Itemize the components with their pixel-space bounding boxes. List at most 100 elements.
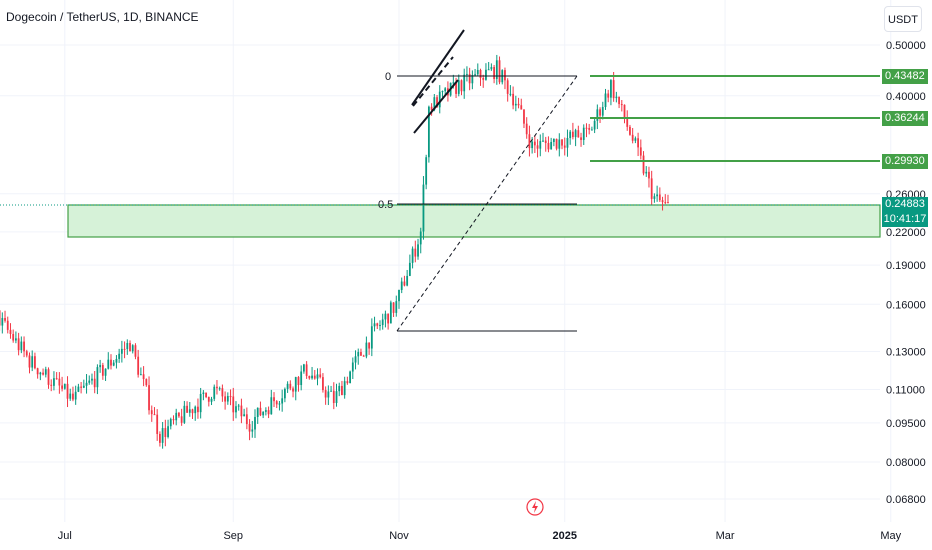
candle-body [387, 313, 390, 324]
candle-body [137, 356, 140, 375]
flash-icon[interactable] [526, 498, 544, 516]
candle-body [620, 104, 623, 106]
candle-body [101, 365, 104, 376]
candle-body [115, 358, 118, 363]
candle-body [514, 103, 517, 106]
candle-body [580, 137, 582, 140]
candle-body [341, 385, 343, 396]
x-tick-label: Jul [58, 530, 72, 542]
candle-body [118, 353, 121, 359]
candle-body [278, 403, 281, 405]
candle-body [256, 407, 259, 417]
candle-body [441, 91, 444, 93]
candle-body [520, 105, 523, 110]
candle-body [319, 374, 322, 378]
candle-body [558, 139, 561, 149]
candle-body [42, 372, 44, 375]
candle-body [17, 338, 20, 351]
candle-body [12, 333, 15, 341]
y-tick-label: 0.50000 [886, 40, 926, 52]
x-tick-label: 2025 [552, 530, 576, 542]
candle-body [648, 171, 650, 179]
countdown-timer: 10:41:17 [883, 213, 927, 225]
candle-body [528, 134, 531, 149]
candle-body [479, 69, 482, 79]
candle-body [34, 356, 36, 369]
candle-body [61, 385, 63, 389]
candle-body [294, 377, 297, 392]
candle-body [69, 393, 72, 399]
x-tick-label: Sep [223, 530, 243, 542]
candle-body [577, 130, 580, 138]
candle-body [197, 406, 199, 413]
currency-button[interactable]: USDT [884, 6, 922, 32]
candle-body [588, 128, 591, 130]
candle-body [490, 67, 493, 70]
candle-body [139, 374, 142, 376]
candle-body [452, 82, 455, 84]
candle-body [561, 139, 563, 146]
candle-body [44, 369, 47, 375]
candle-body [593, 120, 596, 130]
candle-body [281, 398, 284, 404]
x-tick-label: May [880, 530, 901, 542]
candle-body [164, 428, 167, 437]
candle-body [237, 405, 240, 407]
candle-body [224, 396, 227, 402]
current-price-tag: 0.24883 10:41:17 [882, 197, 928, 227]
x-axis-labels: MarMayJulSepNov2025MarMayJulSep [58, 530, 902, 542]
candle-body [159, 433, 161, 443]
candle-body [112, 362, 115, 366]
candle-body [354, 356, 357, 363]
candle-body [131, 345, 134, 352]
candle-body [626, 118, 629, 127]
candle-body [175, 412, 178, 421]
candle-body [634, 138, 637, 141]
candle-body [357, 352, 360, 357]
candle-body [362, 355, 365, 357]
candle-body [153, 414, 156, 416]
candle-body [126, 342, 129, 350]
candle-body [419, 231, 422, 245]
candle-body [531, 141, 534, 149]
candle-body [316, 374, 319, 379]
candle-body [631, 134, 634, 141]
candle-body [463, 74, 466, 92]
candle-body [289, 383, 292, 389]
candle-body [395, 301, 398, 313]
candle-body [311, 375, 313, 379]
candle-body [555, 138, 558, 149]
candle-body [313, 375, 316, 379]
candle-body [207, 397, 210, 402]
candle-body [25, 351, 28, 356]
y-tick-label: 0.06800 [886, 494, 926, 506]
y-tick-label: 0.40000 [886, 91, 926, 103]
candle-body [637, 138, 639, 148]
candle-body [417, 244, 419, 257]
candle-body [569, 131, 572, 139]
candle-body [392, 302, 395, 313]
candle-body [542, 140, 544, 142]
candle-body [248, 424, 251, 432]
candle-body [150, 410, 153, 415]
candle-body [142, 374, 145, 380]
candle-body [552, 138, 555, 142]
y-tick-label: 0.08000 [886, 457, 926, 469]
candle-body [28, 355, 31, 368]
candle-body [216, 386, 218, 389]
support-zone [67, 204, 881, 238]
candle-body [72, 393, 74, 400]
candle-body [351, 362, 354, 372]
candle-body [6, 320, 9, 330]
candle-body [169, 419, 172, 427]
candle-body [267, 410, 270, 415]
candle-body [245, 414, 248, 425]
current-price-value: 0.24883 [885, 198, 925, 210]
candle-body [400, 281, 403, 290]
candle-body [408, 262, 411, 276]
candle-body [58, 378, 61, 386]
candle-body [436, 97, 438, 108]
candle-body [582, 127, 585, 140]
candle-body [414, 248, 417, 257]
